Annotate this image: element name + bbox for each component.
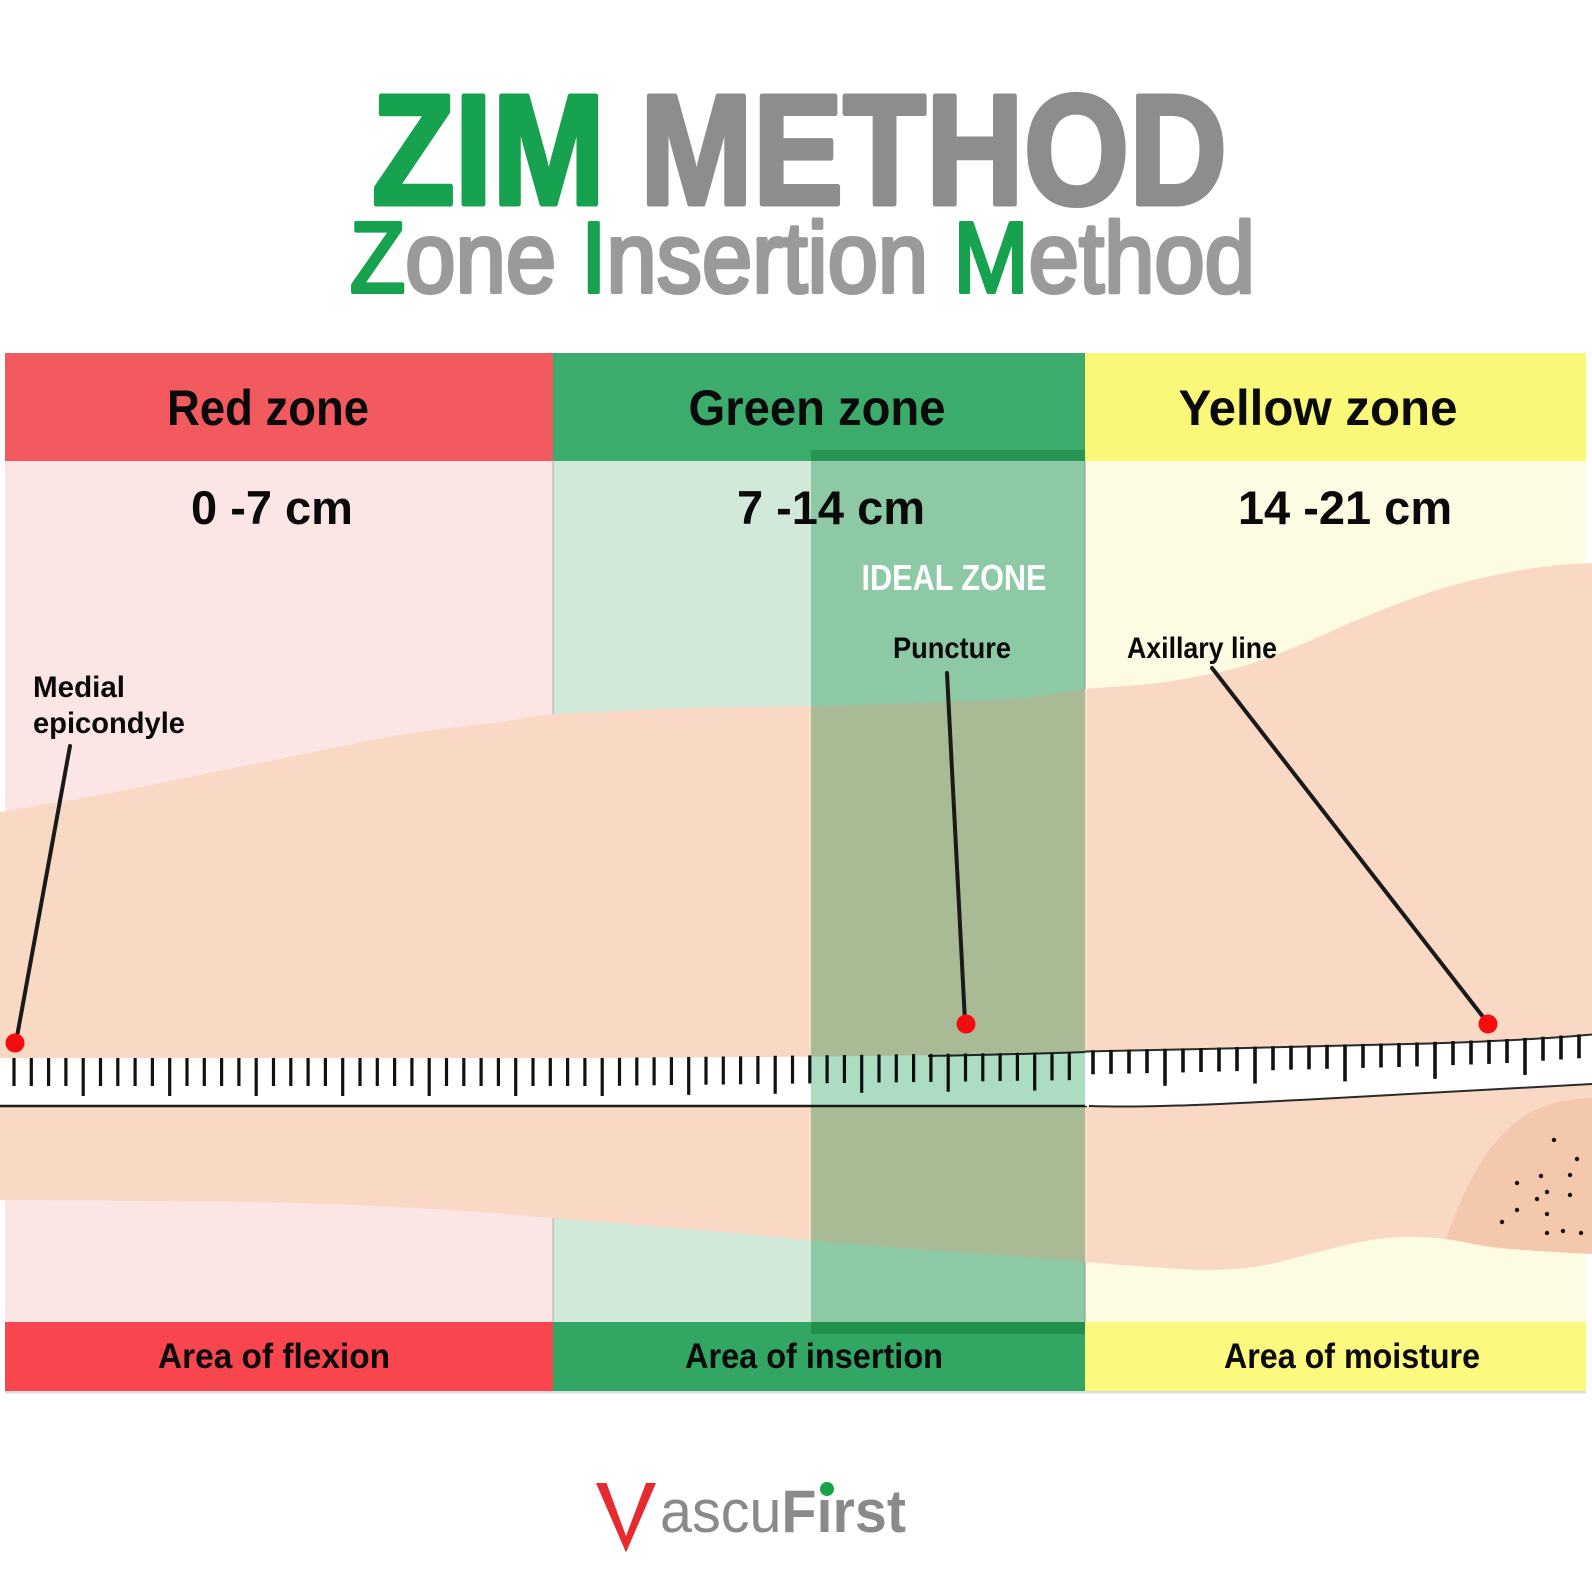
svg-text:Area of insertion: Area of insertion	[685, 1337, 943, 1376]
svg-text:Green zone: Green zone	[689, 380, 946, 436]
svg-text:7 -14 cm: 7 -14 cm	[737, 481, 925, 534]
svg-text:epicondyle: epicondyle	[33, 707, 185, 740]
svg-text:ZIM: ZIM	[372, 63, 605, 238]
svg-text:Puncture: Puncture	[893, 632, 1011, 665]
svg-text:Yellow zone: Yellow zone	[1179, 380, 1458, 436]
svg-text:Axillary line: Axillary line	[1127, 632, 1277, 665]
svg-text:Medial: Medial	[33, 671, 125, 704]
svg-text:METHOD: METHOD	[640, 63, 1227, 238]
svg-text:Area of moisture: Area of moisture	[1224, 1337, 1480, 1376]
svg-text:Area of flexion: Area of flexion	[158, 1337, 390, 1376]
svg-text:14 -21 cm: 14 -21 cm	[1238, 481, 1452, 534]
svg-text:ascuFırst: ascuFırst	[660, 1478, 906, 1545]
svg-text:0 -7 cm: 0 -7 cm	[191, 481, 353, 534]
svg-text:Red zone: Red zone	[167, 380, 369, 436]
svg-text:Zone Insertion Method: Zone Insertion Method	[350, 202, 1255, 314]
svg-text:IDEAL ZONE: IDEAL ZONE	[862, 557, 1047, 598]
